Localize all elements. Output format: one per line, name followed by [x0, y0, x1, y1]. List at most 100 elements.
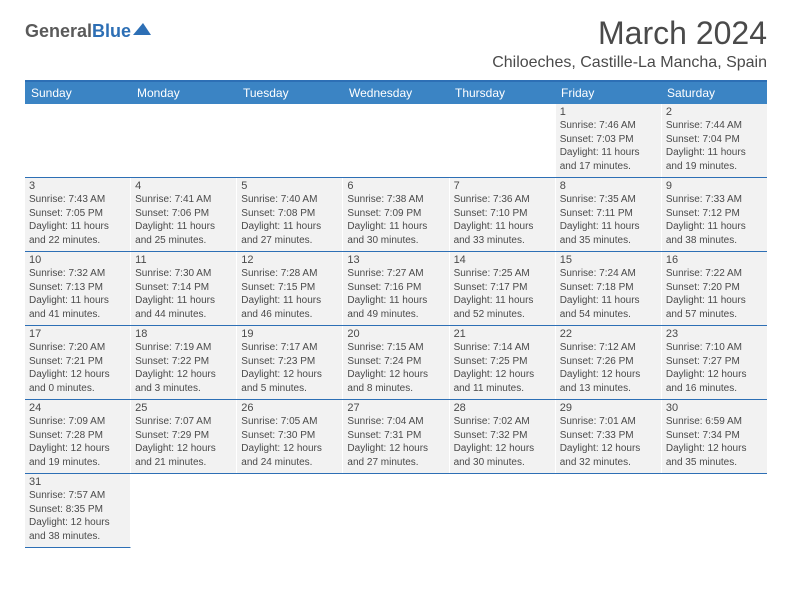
- day-info: Sunrise: 7:40 AMSunset: 7:08 PMDaylight:…: [241, 193, 338, 247]
- day-info: Sunrise: 7:14 AMSunset: 7:25 PMDaylight:…: [454, 341, 551, 395]
- day-number: 2: [666, 106, 763, 118]
- day-info: Sunrise: 7:25 AMSunset: 7:17 PMDaylight:…: [454, 267, 551, 321]
- day-number: 14: [454, 254, 551, 266]
- day-cell: 2Sunrise: 7:44 AMSunset: 7:04 PMDaylight…: [662, 104, 767, 177]
- day-number: 5: [241, 180, 338, 192]
- day-header: Thursday: [449, 82, 555, 104]
- header: GeneralBlue March 2024 Chiloeches, Casti…: [25, 15, 767, 72]
- day-number: 4: [135, 180, 232, 192]
- day-cell: [343, 104, 449, 177]
- flag-icon: [133, 21, 155, 42]
- day-info: Sunrise: 7:05 AMSunset: 7:30 PMDaylight:…: [241, 415, 338, 469]
- day-cell: 1Sunrise: 7:46 AMSunset: 7:03 PMDaylight…: [556, 104, 662, 177]
- day-number: 13: [347, 254, 444, 266]
- day-cell: 27Sunrise: 7:04 AMSunset: 7:31 PMDayligh…: [343, 400, 449, 473]
- day-cell: 3Sunrise: 7:43 AMSunset: 7:05 PMDaylight…: [25, 178, 131, 251]
- day-header: Wednesday: [343, 82, 449, 104]
- title-block: March 2024 Chiloeches, Castille-La Manch…: [492, 15, 767, 72]
- day-number: 22: [560, 328, 657, 340]
- day-cell: [131, 474, 237, 548]
- day-number: 24: [29, 402, 126, 414]
- day-number: 26: [241, 402, 338, 414]
- day-cell: 21Sunrise: 7:14 AMSunset: 7:25 PMDayligh…: [450, 326, 556, 399]
- day-cell: 11Sunrise: 7:30 AMSunset: 7:14 PMDayligh…: [131, 252, 237, 325]
- day-cell: 25Sunrise: 7:07 AMSunset: 7:29 PMDayligh…: [131, 400, 237, 473]
- day-info: Sunrise: 7:04 AMSunset: 7:31 PMDaylight:…: [347, 415, 444, 469]
- day-cell: 31Sunrise: 7:57 AMSunset: 8:35 PMDayligh…: [25, 474, 131, 548]
- weeks: 1Sunrise: 7:46 AMSunset: 7:03 PMDaylight…: [25, 104, 767, 548]
- week-row: 1Sunrise: 7:46 AMSunset: 7:03 PMDaylight…: [25, 104, 767, 178]
- calendar: SundayMondayTuesdayWednesdayThursdayFrid…: [25, 80, 767, 548]
- day-info: Sunrise: 7:46 AMSunset: 7:03 PMDaylight:…: [560, 119, 657, 173]
- day-number: 29: [560, 402, 657, 414]
- day-info: Sunrise: 7:28 AMSunset: 7:15 PMDaylight:…: [241, 267, 338, 321]
- day-number: 28: [454, 402, 551, 414]
- day-cell: 10Sunrise: 7:32 AMSunset: 7:13 PMDayligh…: [25, 252, 131, 325]
- day-cell: 26Sunrise: 7:05 AMSunset: 7:30 PMDayligh…: [237, 400, 343, 473]
- day-info: Sunrise: 7:12 AMSunset: 7:26 PMDaylight:…: [560, 341, 657, 395]
- day-cell: 13Sunrise: 7:27 AMSunset: 7:16 PMDayligh…: [343, 252, 449, 325]
- day-number: 15: [560, 254, 657, 266]
- week-row: 31Sunrise: 7:57 AMSunset: 8:35 PMDayligh…: [25, 474, 767, 548]
- day-info: Sunrise: 7:19 AMSunset: 7:22 PMDaylight:…: [135, 341, 232, 395]
- day-cell: 15Sunrise: 7:24 AMSunset: 7:18 PMDayligh…: [556, 252, 662, 325]
- month-title: March 2024: [492, 15, 767, 52]
- day-info: Sunrise: 7:09 AMSunset: 7:28 PMDaylight:…: [29, 415, 126, 469]
- day-number: 6: [347, 180, 444, 192]
- day-header: Saturday: [661, 82, 767, 104]
- logo-text-b: Blue: [92, 21, 131, 42]
- day-cell: 7Sunrise: 7:36 AMSunset: 7:10 PMDaylight…: [450, 178, 556, 251]
- day-info: Sunrise: 7:27 AMSunset: 7:16 PMDaylight:…: [347, 267, 444, 321]
- day-info: Sunrise: 7:02 AMSunset: 7:32 PMDaylight:…: [454, 415, 551, 469]
- day-cell: [450, 104, 556, 177]
- logo-text-a: General: [25, 21, 92, 42]
- location: Chiloeches, Castille-La Mancha, Spain: [492, 54, 767, 72]
- day-cell: 16Sunrise: 7:22 AMSunset: 7:20 PMDayligh…: [662, 252, 767, 325]
- day-number: 8: [560, 180, 657, 192]
- day-cell: [237, 474, 343, 548]
- day-cell: 24Sunrise: 7:09 AMSunset: 7:28 PMDayligh…: [25, 400, 131, 473]
- day-cell: 14Sunrise: 7:25 AMSunset: 7:17 PMDayligh…: [450, 252, 556, 325]
- day-info: Sunrise: 7:07 AMSunset: 7:29 PMDaylight:…: [135, 415, 232, 469]
- day-header: Tuesday: [237, 82, 343, 104]
- day-number: 17: [29, 328, 126, 340]
- week-row: 24Sunrise: 7:09 AMSunset: 7:28 PMDayligh…: [25, 400, 767, 474]
- logo: GeneralBlue: [25, 21, 155, 42]
- day-number: 18: [135, 328, 232, 340]
- day-cell: 20Sunrise: 7:15 AMSunset: 7:24 PMDayligh…: [343, 326, 449, 399]
- day-cell: [25, 104, 131, 177]
- day-header: Friday: [555, 82, 661, 104]
- day-cell: 17Sunrise: 7:20 AMSunset: 7:21 PMDayligh…: [25, 326, 131, 399]
- week-row: 10Sunrise: 7:32 AMSunset: 7:13 PMDayligh…: [25, 252, 767, 326]
- day-cell: 28Sunrise: 7:02 AMSunset: 7:32 PMDayligh…: [450, 400, 556, 473]
- day-number: 9: [666, 180, 763, 192]
- day-cell: [450, 474, 556, 548]
- day-number: 23: [666, 328, 763, 340]
- day-cell: 12Sunrise: 7:28 AMSunset: 7:15 PMDayligh…: [237, 252, 343, 325]
- day-number: 10: [29, 254, 126, 266]
- day-cell: 23Sunrise: 7:10 AMSunset: 7:27 PMDayligh…: [662, 326, 767, 399]
- day-cell: [343, 474, 449, 548]
- day-cell: 19Sunrise: 7:17 AMSunset: 7:23 PMDayligh…: [237, 326, 343, 399]
- day-cell: [131, 104, 237, 177]
- day-header: Sunday: [25, 82, 131, 104]
- day-info: Sunrise: 7:41 AMSunset: 7:06 PMDaylight:…: [135, 193, 232, 247]
- day-info: Sunrise: 7:30 AMSunset: 7:14 PMDaylight:…: [135, 267, 232, 321]
- day-info: Sunrise: 6:59 AMSunset: 7:34 PMDaylight:…: [666, 415, 763, 469]
- day-number: 25: [135, 402, 232, 414]
- day-cell: 5Sunrise: 7:40 AMSunset: 7:08 PMDaylight…: [237, 178, 343, 251]
- day-number: 7: [454, 180, 551, 192]
- day-cell: 29Sunrise: 7:01 AMSunset: 7:33 PMDayligh…: [556, 400, 662, 473]
- day-info: Sunrise: 7:43 AMSunset: 7:05 PMDaylight:…: [29, 193, 126, 247]
- day-headers-row: SundayMondayTuesdayWednesdayThursdayFrid…: [25, 82, 767, 104]
- day-number: 12: [241, 254, 338, 266]
- day-info: Sunrise: 7:44 AMSunset: 7:04 PMDaylight:…: [666, 119, 763, 173]
- day-info: Sunrise: 7:15 AMSunset: 7:24 PMDaylight:…: [347, 341, 444, 395]
- day-info: Sunrise: 7:24 AMSunset: 7:18 PMDaylight:…: [560, 267, 657, 321]
- day-info: Sunrise: 7:01 AMSunset: 7:33 PMDaylight:…: [560, 415, 657, 469]
- day-cell: 18Sunrise: 7:19 AMSunset: 7:22 PMDayligh…: [131, 326, 237, 399]
- day-number: 31: [29, 476, 126, 488]
- day-cell: 8Sunrise: 7:35 AMSunset: 7:11 PMDaylight…: [556, 178, 662, 251]
- day-number: 3: [29, 180, 126, 192]
- day-number: 21: [454, 328, 551, 340]
